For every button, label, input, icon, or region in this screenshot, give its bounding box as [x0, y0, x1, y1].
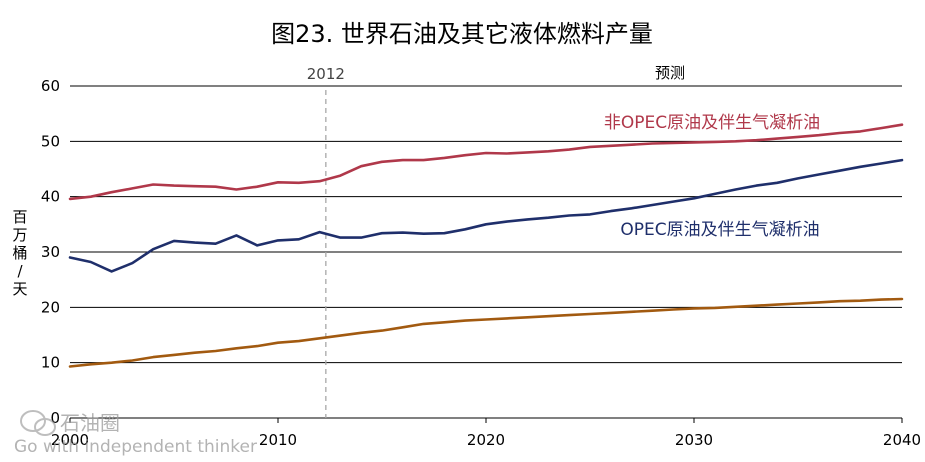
y-tick-label: 10	[41, 354, 60, 372]
y-tick-label: 30	[41, 243, 60, 261]
y-tick-label: 60	[41, 77, 60, 95]
chart-title: 图23. 世界石油及其它液体燃料产量	[271, 20, 653, 48]
y-axis-label-char: /	[17, 262, 23, 280]
y-axis-label-char: 百	[12, 208, 27, 226]
watermark-tagline: Go with independent thinker	[14, 437, 257, 457]
y-axis-label-char: 桶	[12, 244, 27, 262]
wechat-icon	[20, 410, 56, 436]
y-axis-label-char: 天	[12, 280, 27, 298]
x-tick-label: 2040	[883, 431, 921, 449]
y-axis-label-char: 万	[12, 226, 27, 244]
y-tick-label: 20	[41, 298, 60, 316]
x-tick-label: 2010	[259, 431, 297, 449]
series-line-opec	[68, 158, 904, 273]
series-lines	[68, 123, 904, 368]
watermark-name: 石油圈	[60, 411, 120, 435]
series-label-opec: OPEC原油及伴生气凝析油	[620, 220, 819, 240]
marker-label: 2012	[307, 65, 345, 83]
y-axis-label: 百万桶/天	[12, 208, 27, 298]
y-tick-label: 50	[41, 132, 60, 150]
grid	[70, 85, 902, 419]
x-tick-label: 2030	[675, 431, 713, 449]
y-tick-labels: 0 10 20 30 40 50 60	[41, 77, 60, 427]
x-tick-label: 2020	[467, 431, 505, 449]
y-tick-label: 40	[41, 188, 60, 206]
y-tick-label: 0	[50, 409, 60, 427]
series-label-non-opec: 非OPEC原油及伴生气凝析油	[604, 113, 820, 133]
x-tick-labels: 2000 2010 2020 2030 2040	[51, 418, 921, 449]
series-line-non-opec	[68, 123, 904, 201]
series-line-other	[68, 297, 904, 368]
x-tick-label: 2000	[51, 431, 89, 449]
forecast-label: 预测	[655, 64, 685, 82]
watermark: 石油圈 Go with independent thinker	[14, 410, 257, 457]
